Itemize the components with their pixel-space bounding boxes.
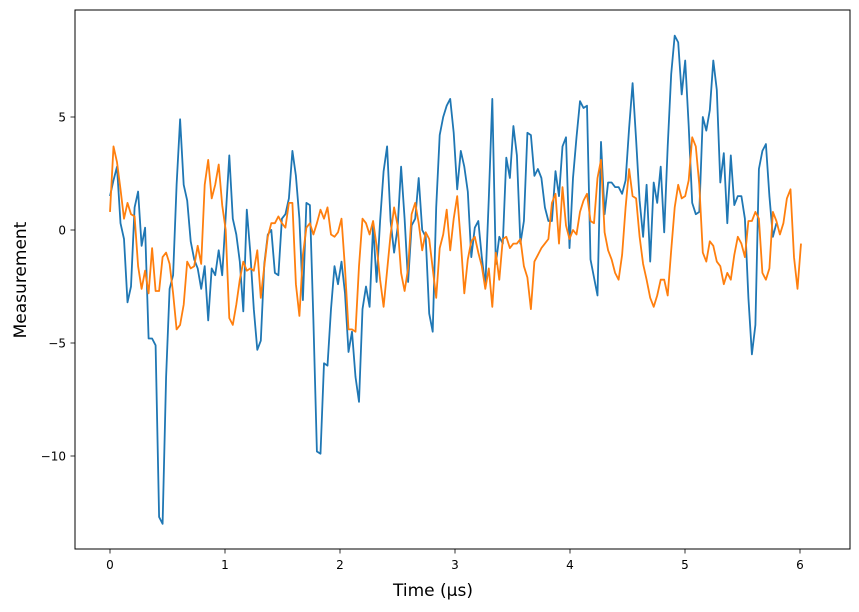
x-axis-ticks: 0 1 2 3 4 5 6 — [106, 549, 804, 572]
y-axis-ticks: −10 −5 0 5 — [41, 111, 75, 464]
x-tick-label: 1 — [221, 558, 229, 572]
plot-lines — [109, 34, 802, 525]
plot-frame — [74, 9, 851, 550]
x-tick-label: 6 — [796, 558, 804, 572]
x-tick-label: 0 — [106, 558, 114, 572]
line-series-1 — [109, 34, 778, 525]
x-tick-label: 3 — [451, 558, 459, 572]
line-series-2 — [109, 136, 802, 333]
y-tick-label: −10 — [41, 450, 66, 464]
y-tick-label: 0 — [58, 224, 66, 238]
y-tick-label: 5 — [58, 111, 66, 125]
x-axis-label: Time (μs) — [392, 581, 473, 601]
x-tick-label: 5 — [681, 558, 689, 572]
y-tick-label: −5 — [48, 337, 66, 351]
y-axis-label: Measurement — [11, 221, 31, 338]
x-tick-label: 2 — [336, 558, 344, 572]
x-tick-label: 4 — [566, 558, 574, 572]
